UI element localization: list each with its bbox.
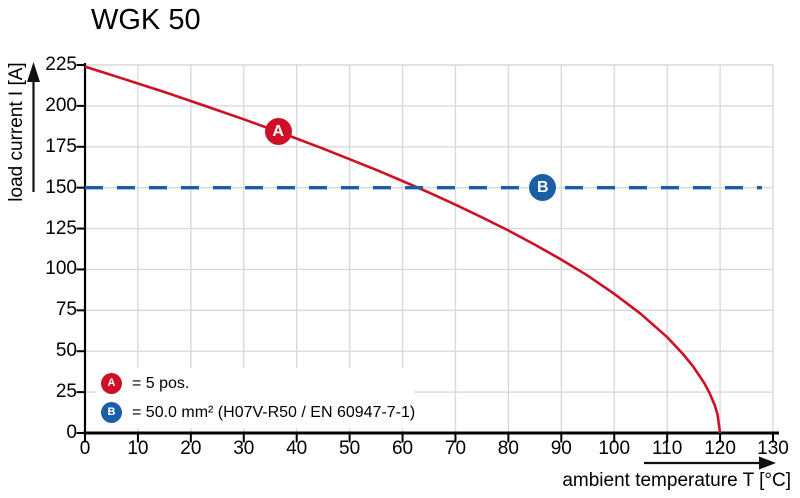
x-tick-label-50: 50	[339, 438, 361, 459]
x-tick-label-110: 110	[651, 438, 683, 459]
x-tick-label-120: 120	[704, 438, 736, 459]
x-tick-label-130: 130	[757, 438, 789, 459]
x-tick-label-100: 100	[598, 438, 631, 459]
y-tick-label-150: 150	[45, 176, 77, 198]
x-tick-label-80: 80	[497, 438, 519, 459]
page-title: WGK 50	[91, 4, 201, 36]
legend-item-a-text: = 5 pos.	[132, 374, 190, 392]
legend-item-b-text: = 50.0 mm² (H07V-R50 / EN 60947-7-1)	[132, 403, 416, 421]
data-series	[84, 65, 762, 434]
x-tick-label-0: 0	[79, 438, 91, 459]
legend-marker-b-badge: B	[101, 402, 122, 423]
y-tick-label-200: 200	[45, 94, 77, 116]
chart-marker-b: B	[529, 174, 557, 202]
y-tick-label-100: 100	[45, 258, 77, 280]
y-tick-label-25: 25	[55, 381, 77, 403]
chart-marker-a: A	[264, 118, 292, 146]
x-tick-label-70: 70	[444, 438, 467, 459]
legend: A = 5 pos. B = 50.0 mm² (H07V-R50 / EN 6…	[96, 368, 416, 428]
x-tick-label-10: 10	[127, 438, 149, 459]
gridlines	[85, 64, 774, 433]
axes	[76, 63, 779, 443]
y-tick-label-50: 50	[55, 340, 77, 362]
y-tick-label-75: 75	[55, 299, 77, 321]
y-tick-label-125: 125	[45, 217, 77, 239]
x-tick-label-40: 40	[286, 438, 308, 459]
x-tick-label-90: 90	[550, 438, 572, 459]
y-tick-label-225: 225	[45, 54, 77, 75]
series-a-derating-curve	[84, 65, 722, 434]
x-tick-label-20: 20	[180, 438, 202, 459]
x-axis-arrow-icon	[644, 456, 776, 470]
x-tick-label-30: 30	[233, 438, 255, 459]
y-tick-label-175: 175	[45, 135, 77, 157]
x-axis-label: ambient temperature T [°C]	[562, 470, 791, 491]
x-tick-label-60: 60	[391, 438, 414, 459]
y-axis-arrow-icon	[27, 62, 40, 192]
legend-item-b: B = 50.0 mm² (H07V-R50 / EN 60947-7-1)	[101, 402, 416, 423]
legend-marker-a-badge: A	[101, 373, 122, 394]
y-tick-label-0: 0	[66, 422, 77, 443]
legend-item-a: A = 5 pos.	[101, 373, 414, 394]
